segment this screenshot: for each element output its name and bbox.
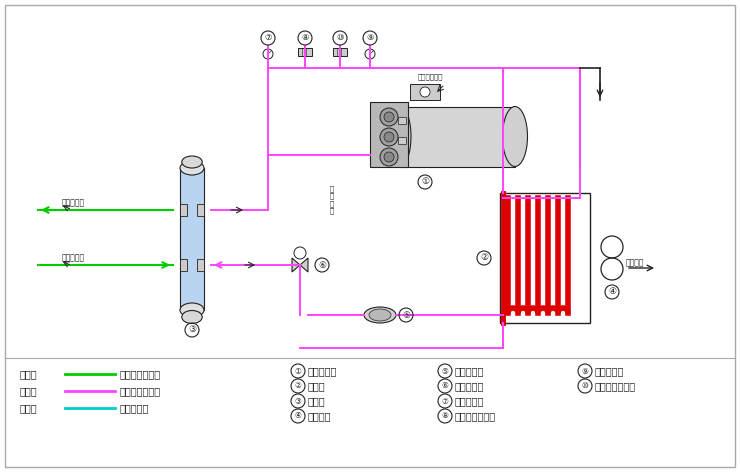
Text: ④: ④: [295, 412, 301, 421]
Text: 冷却风扇: 冷却风扇: [308, 411, 332, 421]
Text: ⑧: ⑧: [442, 412, 448, 421]
Bar: [500, 193, 590, 323]
Text: ①: ①: [295, 366, 301, 376]
Circle shape: [420, 87, 430, 97]
Text: 螺杆压缩机: 螺杆压缩机: [308, 366, 337, 376]
Ellipse shape: [389, 107, 411, 167]
Text: 冷凝器: 冷凝器: [308, 381, 326, 391]
Ellipse shape: [364, 307, 396, 323]
Text: ⑦: ⑦: [264, 34, 272, 42]
Text: ⑧: ⑧: [301, 34, 309, 42]
Circle shape: [380, 148, 398, 166]
Bar: [410, 84, 440, 100]
Ellipse shape: [369, 309, 391, 321]
Text: ⑥: ⑥: [318, 261, 326, 270]
Text: 高
压
蒸
气: 高 压 蒸 气: [330, 185, 334, 214]
Text: 载冷剂出口: 载冷剂出口: [62, 198, 85, 207]
Bar: [298, 48, 312, 56]
Text: ③: ③: [188, 326, 196, 335]
Text: 高压压力控制器: 高压压力控制器: [595, 381, 636, 391]
Text: ⑨: ⑨: [366, 34, 374, 42]
Polygon shape: [292, 258, 308, 272]
Ellipse shape: [502, 107, 528, 167]
Text: ⑤: ⑤: [402, 311, 410, 320]
Text: 制冷剂循环回路: 制冷剂循环回路: [120, 386, 161, 396]
Text: 风冷流向: 风冷流向: [626, 259, 645, 268]
Text: ⑩: ⑩: [336, 34, 344, 42]
Circle shape: [384, 152, 394, 162]
Bar: [180, 204, 187, 216]
Text: 低压压力表: 低压压力表: [455, 396, 485, 406]
Bar: [370, 102, 408, 167]
Ellipse shape: [180, 303, 204, 317]
Text: 低压压力控制器: 低压压力控制器: [455, 411, 496, 421]
Text: 高压压力表: 高压压力表: [595, 366, 625, 376]
Text: ①: ①: [421, 177, 429, 186]
Bar: [400, 107, 515, 167]
Circle shape: [380, 108, 398, 126]
Text: ⑩: ⑩: [582, 381, 588, 390]
Ellipse shape: [182, 311, 202, 323]
Text: ②: ②: [295, 381, 301, 390]
Text: ⑨: ⑨: [582, 366, 588, 376]
Text: 绿色线: 绿色线: [20, 369, 38, 379]
Bar: [398, 117, 406, 124]
Text: ②: ②: [480, 253, 488, 262]
Text: 载冷剂循环回路: 载冷剂循环回路: [120, 369, 161, 379]
Bar: [197, 204, 204, 216]
Text: ⑤: ⑤: [442, 366, 448, 376]
Text: 高压储气罐侧: 高压储气罐侧: [418, 73, 443, 80]
Text: 蓝色线: 蓝色线: [20, 403, 38, 413]
Text: ④: ④: [608, 287, 616, 296]
Bar: [180, 259, 187, 271]
Text: 水循环回路: 水循环回路: [120, 403, 149, 413]
Circle shape: [380, 128, 398, 146]
Ellipse shape: [180, 161, 204, 175]
Bar: [180, 168, 204, 310]
Bar: [197, 259, 204, 271]
Text: ③: ③: [295, 396, 301, 405]
Circle shape: [384, 112, 394, 122]
Text: ⑦: ⑦: [442, 396, 448, 405]
Text: ⑥: ⑥: [442, 381, 448, 390]
Ellipse shape: [182, 156, 202, 168]
Bar: [398, 137, 406, 144]
Bar: [333, 48, 347, 56]
Text: 蒸发器: 蒸发器: [308, 396, 326, 406]
Text: 载冷剂流入: 载冷剂流入: [62, 253, 85, 262]
Circle shape: [384, 132, 394, 142]
Text: 红色线: 红色线: [20, 386, 38, 396]
Text: 干燥过滤器: 干燥过滤器: [455, 366, 485, 376]
Text: 供液膨胀阀: 供液膨胀阀: [455, 381, 485, 391]
